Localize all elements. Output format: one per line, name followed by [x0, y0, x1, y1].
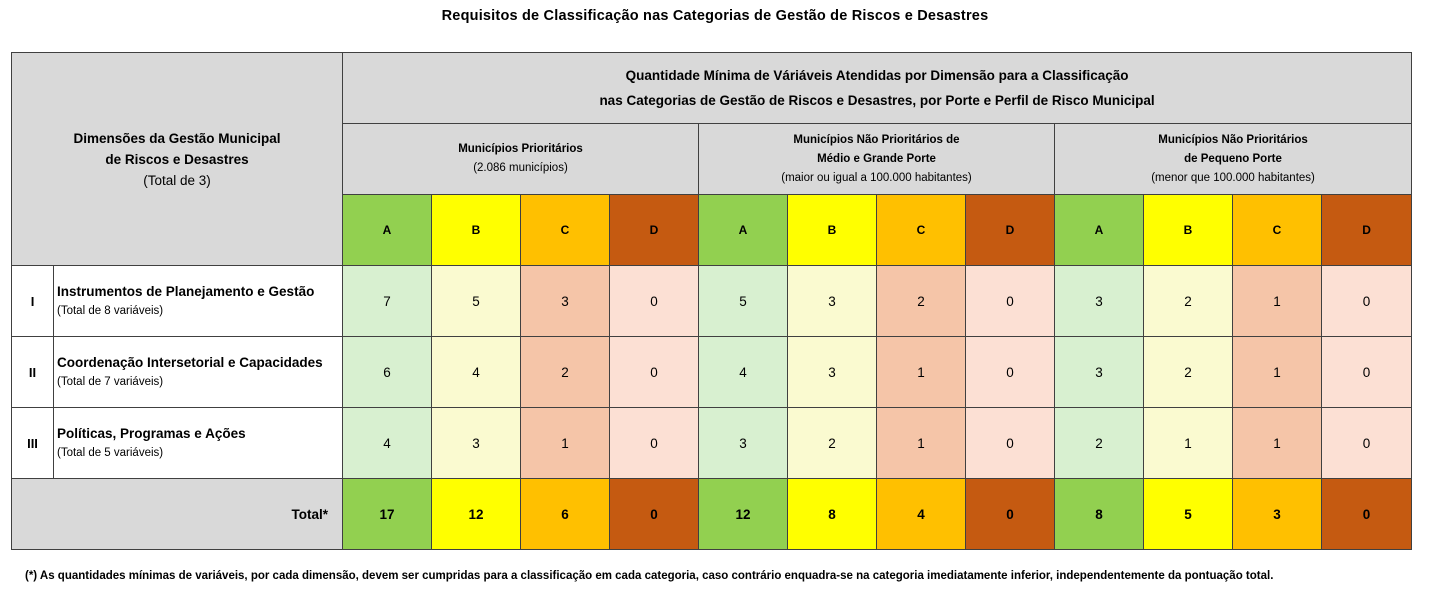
table-row: III Políticas, Programas e Ações (Total … — [11, 407, 1413, 479]
value-cell: 7 — [342, 265, 432, 337]
dimensions-header-line1: Dimensões da Gestão Municipal — [73, 130, 281, 146]
value-cell: 0 — [609, 336, 699, 408]
value-cell: 1 — [520, 407, 610, 479]
dimension-number: III — [11, 407, 54, 479]
dimensions-header-line2: de Riscos e Desastres — [105, 151, 249, 167]
category-header: C — [520, 194, 610, 266]
category-header: D — [965, 194, 1055, 266]
value-cell: 3 — [1054, 265, 1144, 337]
footnote: (*) As quantidades mínimas de variáveis,… — [25, 570, 1274, 582]
value-cell: 0 — [1320, 336, 1413, 408]
total-row: Total* 17 12 6 0 12 8 4 0 8 5 3 0 — [11, 478, 1413, 550]
value-cell: 4 — [431, 336, 521, 408]
total-cell: 0 — [609, 478, 699, 550]
value-cell: 4 — [698, 336, 788, 408]
value-cell: 1 — [1232, 265, 1322, 337]
main-header-line1: Quantidade Mínima de Váriáveis Atendidas… — [625, 68, 1129, 83]
table-row: II Coordenação Intersetorial e Capacidad… — [11, 336, 1413, 408]
group-header-medio-grande: Municípios Não Prioritários de Médio e G… — [698, 123, 1055, 195]
dimension-name: Instrumentos de Planejamento e Gestão — [57, 284, 315, 299]
dimension-variable-count: (Total de 5 variáveis) — [57, 447, 164, 459]
total-cell: 12 — [431, 478, 521, 550]
total-cell: 5 — [1143, 478, 1233, 550]
total-label: Total* — [11, 478, 343, 550]
group-header-line3: (2.086 municípios) — [473, 162, 568, 174]
value-cell: 3 — [787, 336, 877, 408]
dimension-variable-count: (Total de 8 variáveis) — [57, 305, 164, 317]
category-header: A — [1054, 194, 1144, 266]
dimension-number: II — [11, 336, 54, 408]
category-header: C — [876, 194, 966, 266]
value-cell: 1 — [876, 407, 966, 479]
group-header-prioritarios: Municípios Prioritários (2.086 município… — [342, 123, 699, 195]
category-header: B — [1143, 194, 1233, 266]
value-cell: 0 — [609, 407, 699, 479]
value-cell: 2 — [520, 336, 610, 408]
value-cell: 0 — [965, 407, 1055, 479]
value-cell: 1 — [876, 336, 966, 408]
value-cell: 3 — [520, 265, 610, 337]
value-cell: 1 — [1232, 407, 1322, 479]
category-header: A — [698, 194, 788, 266]
total-cell: 17 — [342, 478, 432, 550]
category-header: A — [342, 194, 432, 266]
value-cell: 0 — [1320, 407, 1413, 479]
value-cell: 6 — [342, 336, 432, 408]
value-cell: 2 — [1054, 407, 1144, 479]
value-cell: 3 — [431, 407, 521, 479]
table-row: I Instrumentos de Planejamento e Gestão … — [11, 265, 1413, 337]
total-cell: 3 — [1232, 478, 1322, 550]
value-cell: 0 — [965, 336, 1055, 408]
group-header-line2: Médio e Grande Porte — [817, 152, 936, 165]
value-cell: 0 — [609, 265, 699, 337]
dimension-name: Políticas, Programas e Ações — [57, 426, 246, 441]
dimension-variable-count: (Total de 7 variáveis) — [57, 376, 164, 388]
group-header-line2: de Pequeno Porte — [1184, 152, 1282, 165]
category-header: D — [1320, 194, 1413, 266]
value-cell: 2 — [1143, 265, 1233, 337]
group-header-line1: Municípios Não Prioritários — [1158, 133, 1308, 146]
value-cell: 4 — [342, 407, 432, 479]
value-cell: 3 — [787, 265, 877, 337]
category-header: D — [609, 194, 699, 266]
value-cell: 1 — [1143, 407, 1233, 479]
value-cell: 3 — [698, 407, 788, 479]
value-cell: 0 — [965, 265, 1055, 337]
category-header: B — [431, 194, 521, 266]
dimension-name-cell: Coordenação Intersetorial e Capacidades … — [53, 336, 343, 408]
group-header-line1: Municípios Prioritários — [458, 143, 583, 155]
page-title: Requisitos de Classificação nas Categori… — [441, 8, 989, 24]
value-cell: 2 — [876, 265, 966, 337]
group-header-line1: Municípios Não Prioritários de — [793, 133, 960, 146]
group-header-line3: (menor que 100.000 habitantes) — [1151, 171, 1315, 184]
dimension-name: Coordenação Intersetorial e Capacidades — [57, 355, 323, 370]
value-cell: 2 — [787, 407, 877, 479]
classification-table: Dimensões da Gestão Municipal de Riscos … — [11, 52, 1413, 550]
dimension-name-cell: Instrumentos de Planejamento e Gestão (T… — [53, 265, 343, 337]
total-cell: 12 — [698, 478, 788, 550]
value-cell: 0 — [1320, 265, 1413, 337]
value-cell: 3 — [1054, 336, 1144, 408]
category-header: C — [1232, 194, 1322, 266]
total-cell: 0 — [965, 478, 1055, 550]
main-header-line2: nas Categorias de Gestão de Riscos e Des… — [599, 93, 1155, 108]
dimensions-header-cell: Dimensões da Gestão Municipal de Riscos … — [11, 52, 343, 266]
group-header-line3: (maior ou igual a 100.000 habitantes) — [781, 171, 972, 184]
total-cell: 8 — [787, 478, 877, 550]
dimensions-header-total: (Total de 3) — [143, 172, 211, 188]
value-cell: 1 — [1232, 336, 1322, 408]
value-cell: 5 — [698, 265, 788, 337]
dimension-name-cell: Políticas, Programas e Ações (Total de 5… — [53, 407, 343, 479]
total-cell: 4 — [876, 478, 966, 550]
value-cell: 5 — [431, 265, 521, 337]
main-header-cell: Quantidade Mínima de Váriáveis Atendidas… — [341, 52, 1413, 124]
dimension-number: I — [11, 265, 54, 337]
total-cell: 6 — [520, 478, 610, 550]
category-header: B — [787, 194, 877, 266]
group-header-pequeno: Municípios Não Prioritários de Pequeno P… — [1053, 123, 1413, 195]
value-cell: 2 — [1143, 336, 1233, 408]
total-cell: 8 — [1054, 478, 1144, 550]
total-cell: 0 — [1320, 478, 1413, 550]
